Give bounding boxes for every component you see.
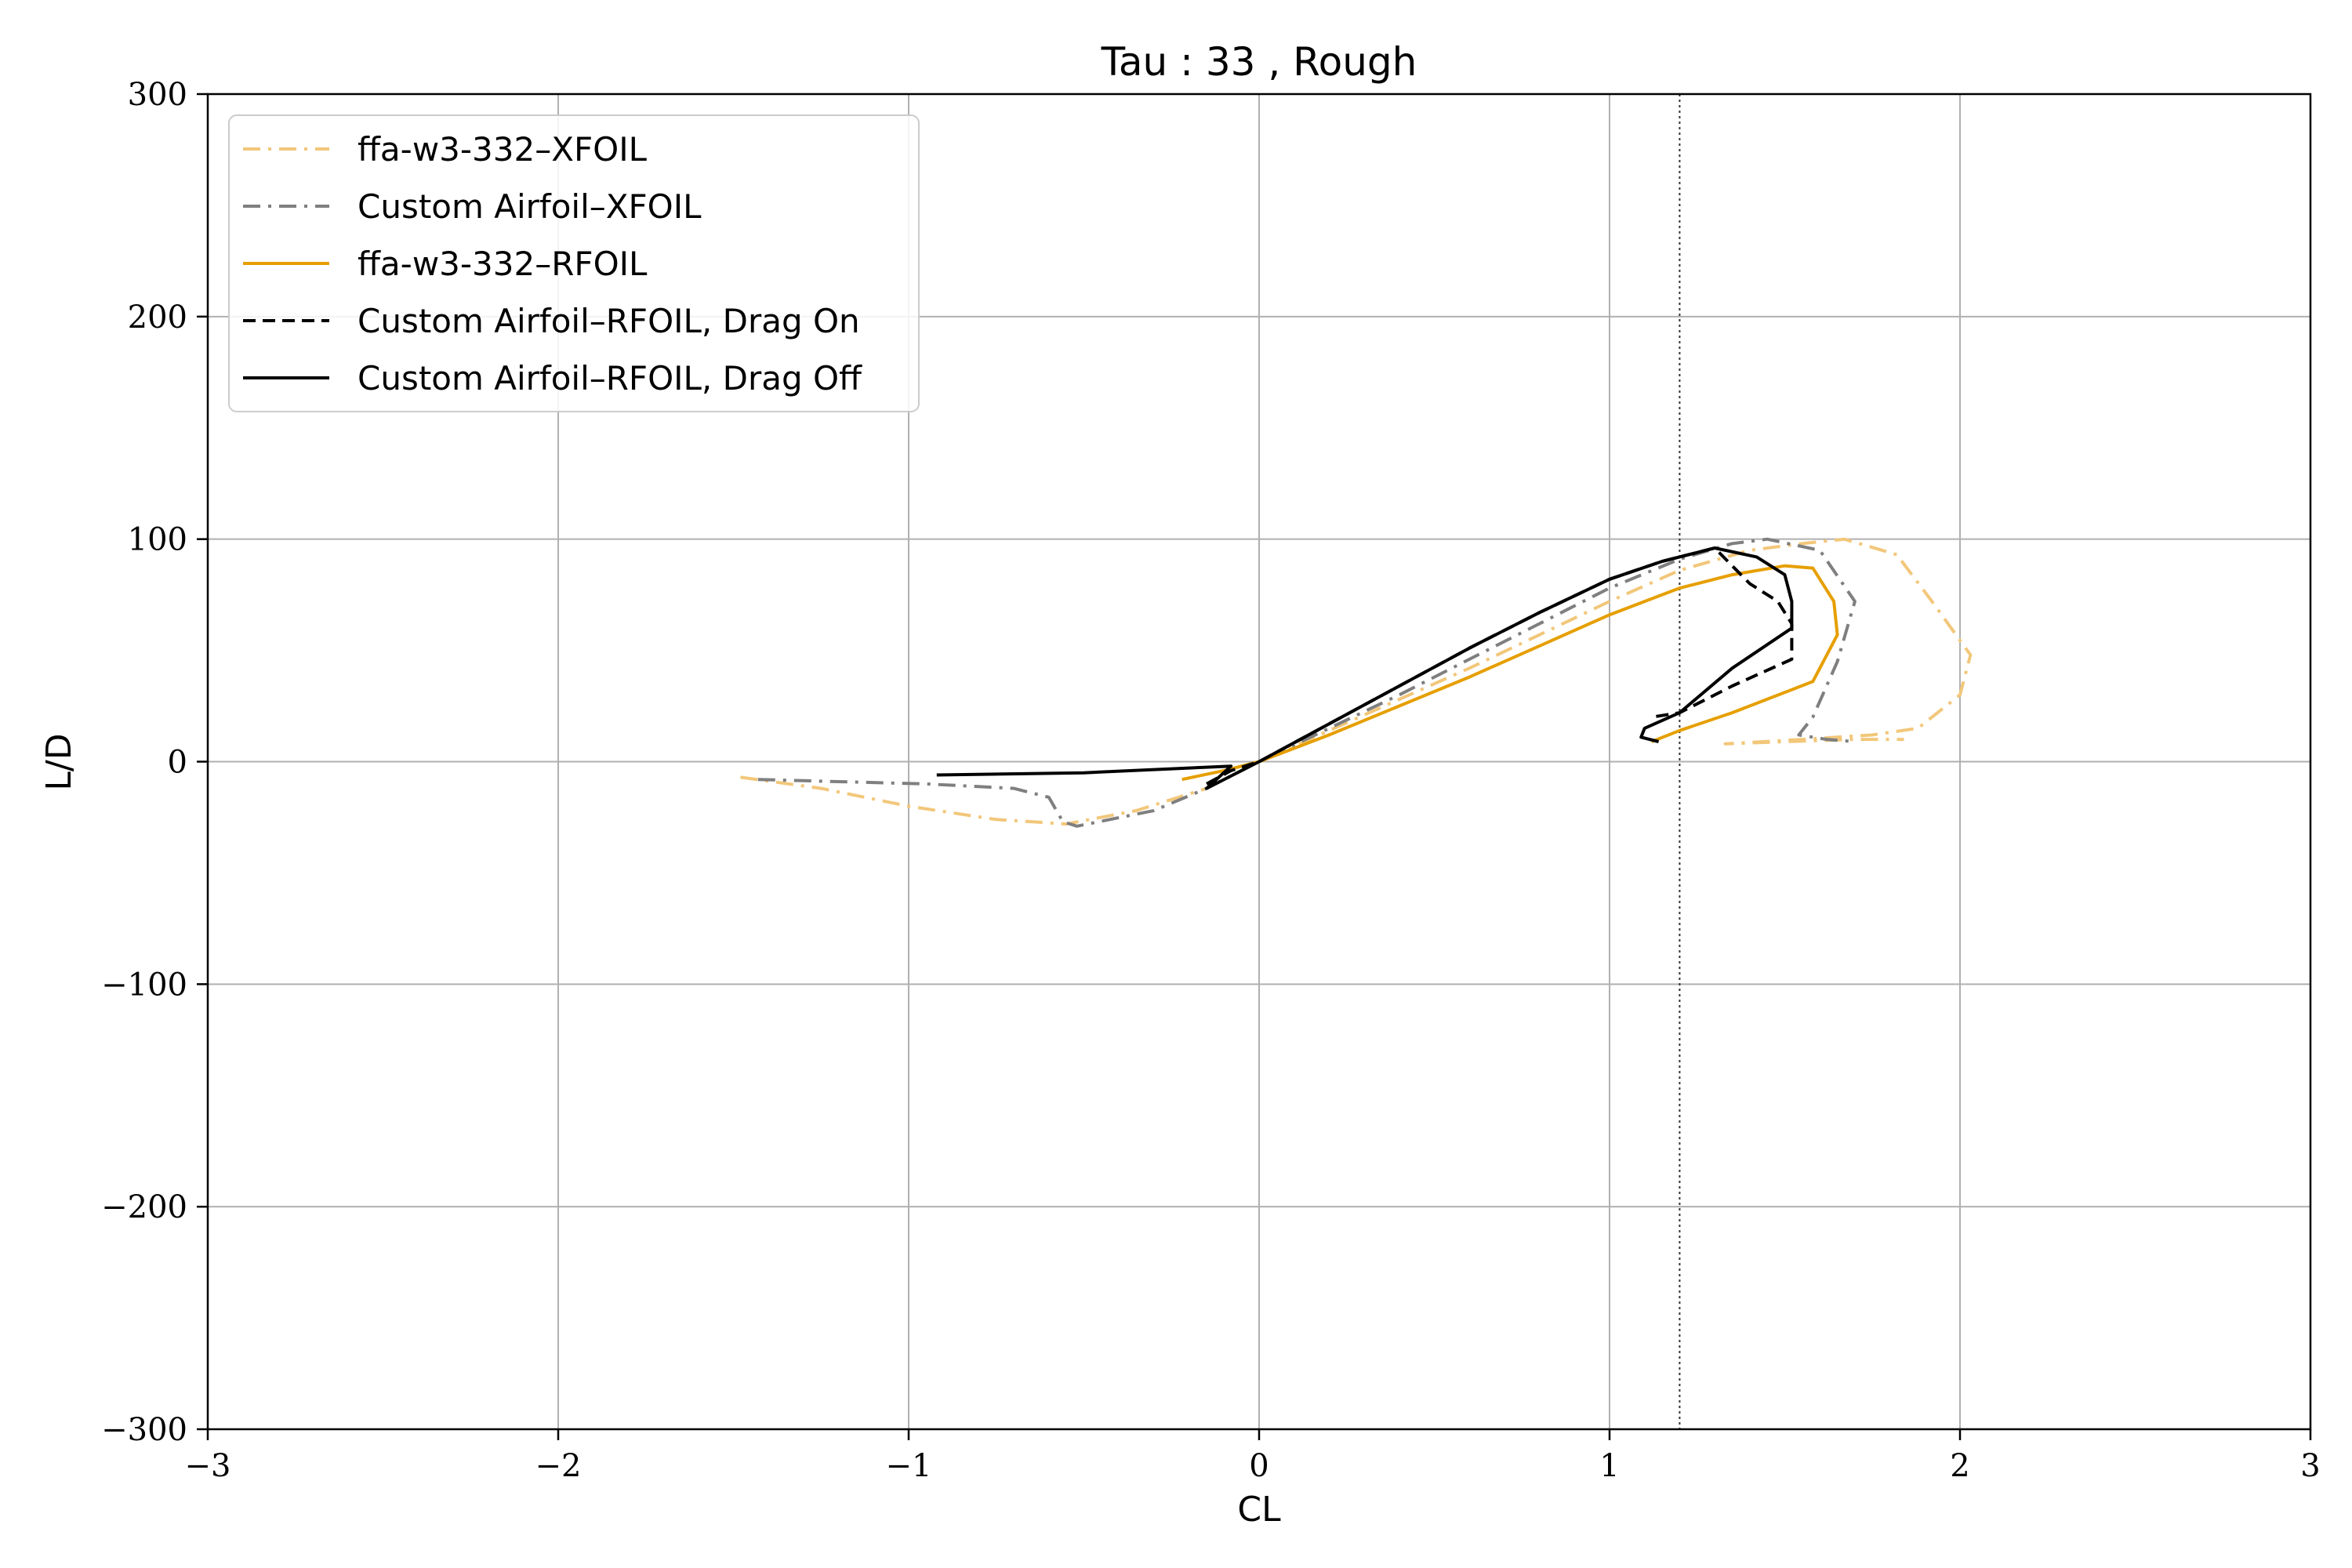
x-tick-label: 3 <box>2300 1448 2320 1484</box>
y-tick-label: 200 <box>128 299 187 336</box>
y-tick-label: −200 <box>101 1189 187 1225</box>
x-tick-label: −1 <box>886 1448 932 1484</box>
x-tick-label: 1 <box>1599 1448 1619 1484</box>
series-line-3 <box>1181 564 1839 782</box>
series-line-2 <box>757 537 1857 828</box>
y-tick-label: 300 <box>128 77 187 113</box>
x-axis-ticks: −3 −2 −1 0 1 2 3 <box>185 1429 2321 1484</box>
y-tick-label: −100 <box>101 967 187 1003</box>
y-axis-ticks: −300 −200 −100 0 100 200 300 <box>101 77 208 1448</box>
series-layer <box>740 537 1973 828</box>
x-tick-label: −2 <box>535 1448 582 1484</box>
y-tick-label: −300 <box>101 1412 187 1448</box>
x-tick-label: −3 <box>185 1448 231 1484</box>
series-line-1 <box>740 537 1973 826</box>
legend-box <box>228 114 920 412</box>
x-axis-label: CL <box>1237 1490 1281 1530</box>
legend-label: ffa-w3-332–XFOIL <box>358 130 648 169</box>
chart-title: Tau : 33 , Rough <box>1101 39 1417 85</box>
x-tick-label: 2 <box>1950 1448 1969 1484</box>
legend-label: Custom Airfoil–RFOIL, Drag Off <box>358 359 862 397</box>
y-tick-label: 0 <box>168 745 187 781</box>
y-tick-label: 100 <box>128 522 187 558</box>
series-line-5 <box>936 546 1794 790</box>
legend-label: Custom Airfoil–XFOIL <box>358 187 702 226</box>
legend: ffa-w3-332–XFOIL Custom Airfoil–XFOIL ffa-… <box>228 114 920 412</box>
y-axis-label: L/D <box>39 733 79 790</box>
legend-label: ffa-w3-332–RFOIL <box>358 245 648 283</box>
x-tick-label: 0 <box>1249 1448 1269 1484</box>
legend-label: Custom Airfoil–RFOIL, Drag On <box>358 302 860 340</box>
